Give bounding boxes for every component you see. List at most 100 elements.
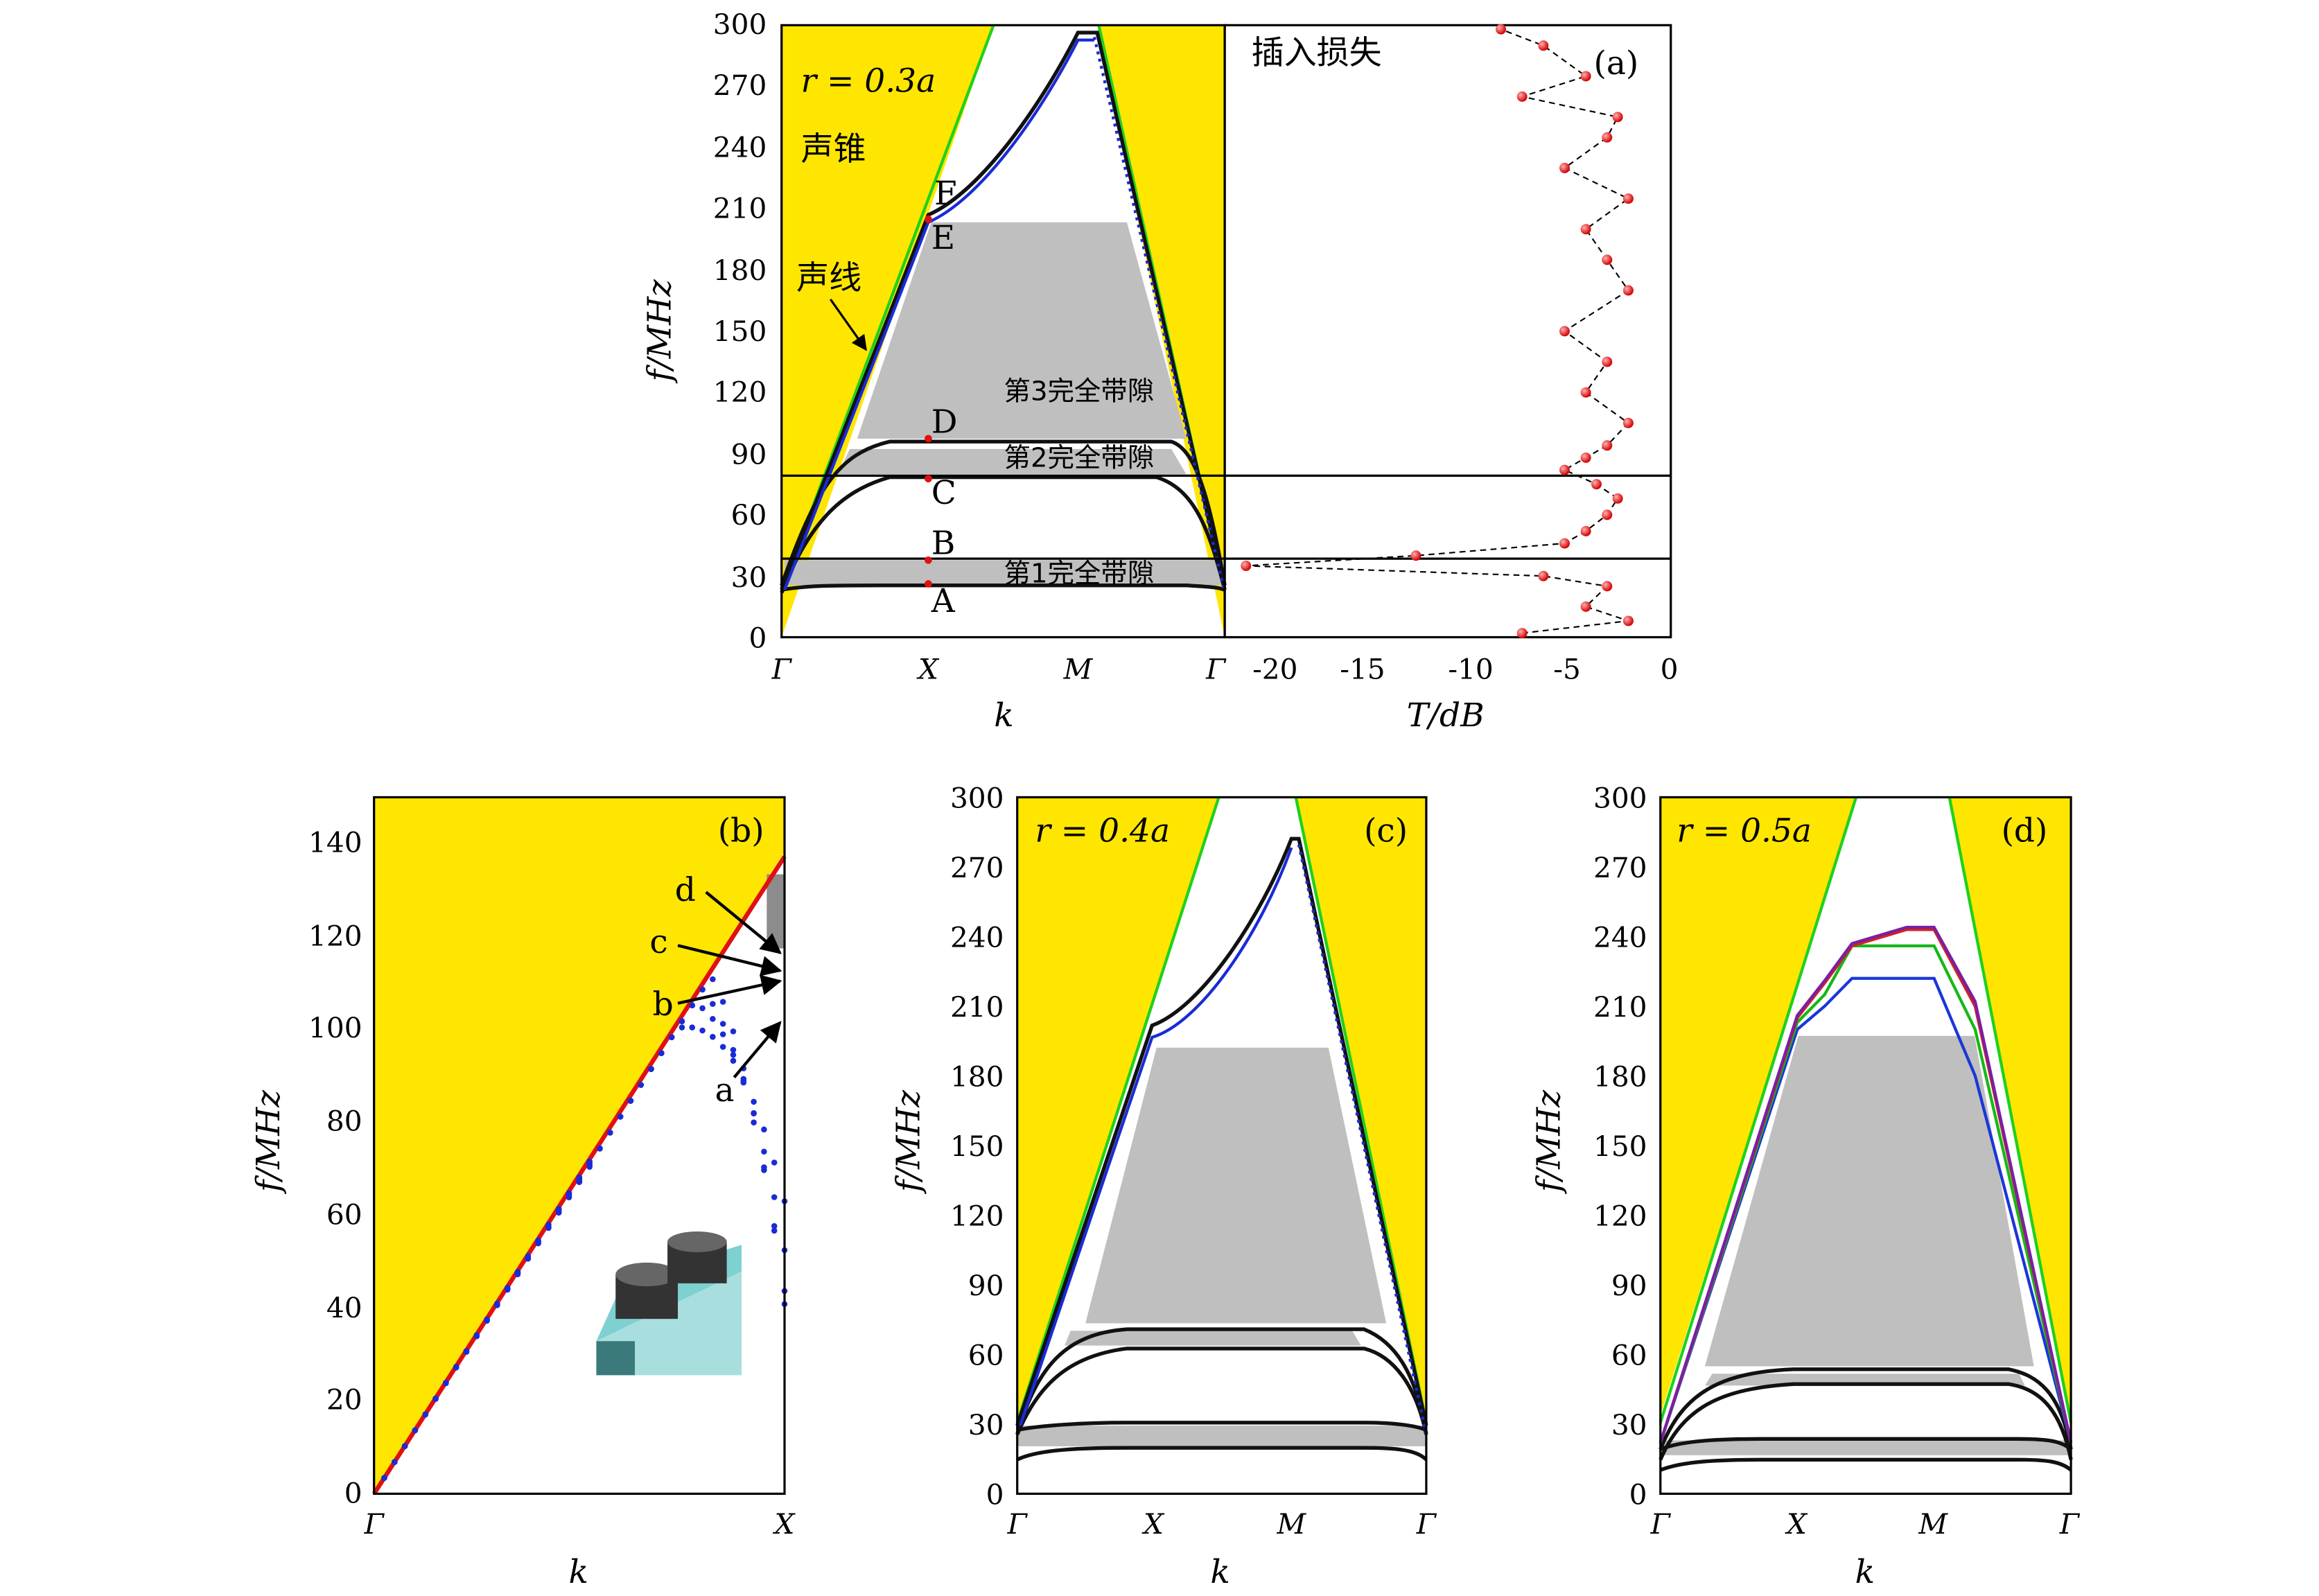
dispersion-dot-d-19 [566,1194,572,1201]
d-x-tick-x: X [1785,1507,1808,1541]
t-tick-m15: -15 [1340,652,1385,685]
c-x-tick-gamma: Γ [1007,1507,1029,1541]
inset-slab-left [596,1341,636,1376]
gap2-label: 第2完全带隙 [1004,443,1154,474]
band-4-blue [783,38,1094,590]
transmission-point-23 [1559,162,1570,173]
c-y-tick-300: 300 [950,781,1004,814]
transmission-point-22 [1622,193,1634,204]
sound-line-c-left [1015,796,1220,1423]
dispersion-dot-d-29 [668,1034,675,1040]
dispersion-dot-d-24 [617,1114,624,1120]
gap-c-1 [1017,1426,1426,1447]
dispersion-dot-c-35 [730,1046,737,1053]
c-y-tick-0: 0 [986,1477,1004,1511]
c-y-tick-210: 210 [950,990,1004,1024]
c-y-tick-90: 90 [968,1269,1004,1302]
dispersion-dot-c-37 [751,1119,757,1125]
dispersion-dot-d-34 [719,999,726,1005]
dispersion-dot-d-8 [453,1365,460,1371]
dispersion-dot-a-32 [699,1027,706,1034]
soundline-arrow [829,299,867,351]
dispersion-dot-a-37 [751,1098,757,1105]
radius-label-a: r = 0.3a [801,62,936,100]
inset-pillar-2-top [667,1231,727,1252]
curve-label-c: c [649,923,667,961]
transmission-point-14 [1602,440,1613,451]
dispersion-dot-a-34 [719,1044,726,1050]
d-x-tick-m: M [1918,1507,1948,1541]
x-ticks-c: Γ X M Γ [1007,1507,1437,1541]
panel-b: (b) d c b a 140 120 100 80 60 40 20 0 Γ … [250,796,796,1591]
dispersion-dot-d-12 [494,1302,500,1308]
axes-box-transmission [1223,24,1672,639]
dispersion-dot-d-3 [401,1443,408,1450]
dispersion-dot-d-38 [761,1164,767,1170]
transmission-point-21 [1580,224,1591,235]
c-band-1 [1016,1446,1428,1462]
sound-line-d-left [1659,796,1858,1423]
dispersion-dot-d-14 [514,1271,521,1277]
dispersion-dot-d-23 [606,1130,613,1136]
y-tick-240: 240 [713,131,767,164]
x-label-c: k [1210,1553,1230,1591]
point-marker-a [925,580,932,588]
point-label-e: E [931,219,955,257]
panel-d: r = 0.5a (d) 300 270 240 210 180 150 120… [1530,781,2080,1590]
y-label-d: f/MHz [1530,1089,1568,1194]
c-y-tick-150: 150 [950,1130,1004,1163]
d-y-tick-300: 300 [1593,781,1647,814]
dispersion-dot-d-39 [771,1227,778,1234]
c-band-3 [1015,1347,1428,1435]
dispersion-dot-a-30 [679,1024,685,1031]
sound-line-d-right [1948,797,2073,1423]
point-label-c: C [931,474,956,512]
gap-2 [837,448,1187,475]
dispersion-dot-d-2 [392,1459,398,1465]
dispersion-dot-b-38 [761,1148,767,1155]
dispersion-dot-d-21 [586,1164,593,1170]
axes-box-b [373,796,786,1496]
panel-label-a: (a) [1594,44,1639,82]
x-tick-x: X [916,652,940,685]
b-y-tick-100: 100 [308,1011,362,1044]
point-label-b: B [931,525,956,563]
d-x-tick-gamma: Γ [1650,1507,1672,1541]
band-1 [781,583,1225,592]
dispersion-dot-b-32 [699,1005,706,1012]
y-ticks-a: 300 270 240 210 180 150 120 90 60 30 0 [713,8,767,654]
dispersion-dot-d-33 [710,976,716,983]
transmission-point-24 [1602,132,1613,143]
transmission-point-12 [1559,464,1570,475]
c-x-tick-gamma-end: Γ [1416,1507,1437,1541]
sound-cone-left [781,25,994,638]
curve-label-b: b [653,985,674,1024]
dispersion-dot-b-35 [730,1051,737,1058]
x-label-transmission: T/dB [1407,696,1485,735]
t-tick-m5: -5 [1553,652,1581,685]
x-tick-gamma: Γ [771,652,793,685]
x-ticks-transmission: -20 -15 -10 -5 0 [1252,652,1678,685]
t-tick-m10: -10 [1448,652,1493,685]
sound-cone-b [374,797,785,1494]
transmission-point-28 [1538,40,1549,51]
dispersion-dot-d-27 [648,1066,654,1072]
radius-label-d: r = 0.5a [1677,812,1812,850]
dispersion-dot-c-36 [740,1079,747,1086]
transmission-point-15 [1622,417,1634,428]
c-band-5-black [1015,836,1428,1426]
point-marker-e [925,216,932,223]
transmission-point-17 [1602,356,1613,367]
d-band-2 [1659,1437,2072,1451]
transmission-point-26 [1516,91,1528,102]
transmission-point-18 [1559,326,1570,337]
curve-arrow-a [733,1021,782,1078]
gap-d-3 [1704,1035,2034,1367]
dispersion-dot-a-31 [689,1024,696,1031]
d-y-tick-120: 120 [1593,1199,1647,1232]
radius-label-c: r = 0.4a [1035,812,1170,850]
b-y-tick-140: 140 [308,826,362,859]
gray-region-b [767,874,785,949]
d-y-tick-210: 210 [1593,990,1647,1024]
transmission-point-5 [1241,560,1252,571]
